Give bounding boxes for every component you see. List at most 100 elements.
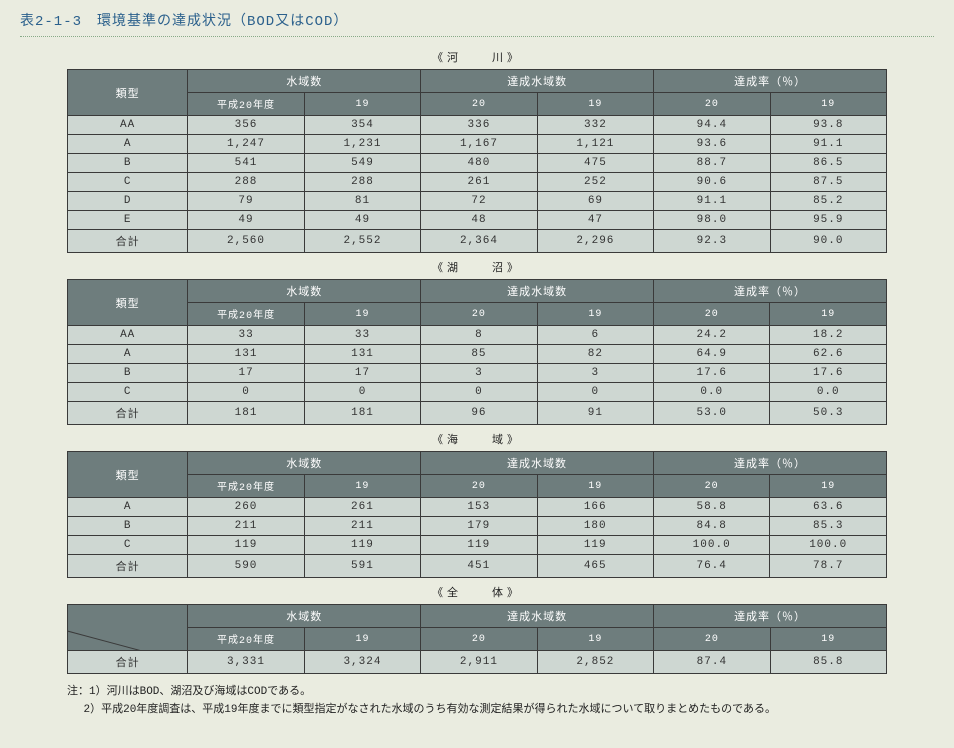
row-value: 451 <box>421 555 537 578</box>
row-value: 62.6 <box>770 345 887 364</box>
row-value: 1,121 <box>537 135 653 154</box>
row-value: 53.0 <box>654 402 770 425</box>
hdr-rate: 達成率（％） <box>653 452 886 475</box>
hdr-type: 類型 <box>68 452 188 498</box>
row-label: B <box>68 517 188 536</box>
row-value: 211 <box>304 517 420 536</box>
row-value: 49 <box>304 211 420 230</box>
row-value: 98.0 <box>654 211 770 230</box>
row-label: A <box>68 135 188 154</box>
row-value: 49 <box>188 211 304 230</box>
hdr-y20: 平成20年度 <box>188 93 304 116</box>
hdr-areas: 水域数 <box>188 280 421 303</box>
caption-lakes: 《湖 沼》 <box>20 259 934 275</box>
row-value: 541 <box>188 154 304 173</box>
row-value: 480 <box>421 154 537 173</box>
row-value: 84.8 <box>653 517 770 536</box>
hdr-rate: 達成率（％） <box>654 280 887 303</box>
table-row: A131131858264.962.6 <box>68 345 887 364</box>
row-value: 85.8 <box>770 651 886 674</box>
note-2: 2）平成20年度調査は、平成19年度までに類型指定がなされた水域のうち有効な測定… <box>67 702 887 720</box>
caption-all: 《全 体》 <box>20 584 934 600</box>
row-value: 78.7 <box>770 555 887 578</box>
row-value: 72 <box>421 192 537 211</box>
row-value: 64.9 <box>654 345 770 364</box>
row-value: 153 <box>421 498 537 517</box>
row-value: 87.5 <box>770 173 886 192</box>
table-row: B17173317.617.6 <box>68 364 887 383</box>
row-value: 0.0 <box>770 383 887 402</box>
row-value: 33 <box>304 326 420 345</box>
row-label: B <box>68 154 188 173</box>
row-value: 90.0 <box>770 230 886 253</box>
row-value: 0 <box>188 383 304 402</box>
row-value: 63.6 <box>770 498 887 517</box>
row-value: 3,324 <box>304 651 420 674</box>
row-label: C <box>68 173 188 192</box>
row-label: C <box>68 383 188 402</box>
row-value: 91.1 <box>654 192 770 211</box>
row-value: 48 <box>421 211 537 230</box>
row-label: 合計 <box>68 651 188 674</box>
row-value: 2,852 <box>537 651 653 674</box>
row-value: 261 <box>304 498 420 517</box>
hdr-rate: 達成率（％） <box>654 605 887 628</box>
table-row: 合計59059145146576.478.7 <box>68 555 887 578</box>
caption-sea: 《海 域》 <box>20 431 934 447</box>
row-value: 82 <box>537 345 653 364</box>
row-value: 181 <box>188 402 304 425</box>
row-value: 0 <box>421 383 537 402</box>
row-label: D <box>68 192 188 211</box>
row-value: 3 <box>537 364 653 383</box>
row-label: AA <box>68 326 188 345</box>
row-value: 211 <box>188 517 304 536</box>
row-value: 8 <box>421 326 537 345</box>
row-value: 252 <box>537 173 653 192</box>
row-value: 86.5 <box>770 154 886 173</box>
row-value: 24.2 <box>654 326 770 345</box>
hdr-areas: 水域数 <box>188 605 421 628</box>
row-value: 17 <box>188 364 304 383</box>
row-label: A <box>68 498 188 517</box>
row-value: 475 <box>537 154 653 173</box>
hdr-type: 類型 <box>68 280 188 326</box>
table-row: D7981726991.185.2 <box>68 192 887 211</box>
row-value: 85.2 <box>770 192 886 211</box>
row-label: E <box>68 211 188 230</box>
hdr-diag <box>68 605 188 651</box>
row-value: 69 <box>537 192 653 211</box>
table-row: 合計2,5602,5522,3642,29692.390.0 <box>68 230 887 253</box>
row-value: 3 <box>421 364 537 383</box>
row-value: 79 <box>188 192 304 211</box>
row-value: 288 <box>304 173 420 192</box>
row-value: 2,296 <box>537 230 653 253</box>
row-value: 85 <box>421 345 537 364</box>
row-value: 94.4 <box>654 116 770 135</box>
row-value: 119 <box>188 536 304 555</box>
row-value: 1,231 <box>304 135 420 154</box>
row-value: 131 <box>304 345 420 364</box>
row-value: 179 <box>421 517 537 536</box>
row-value: 119 <box>421 536 537 555</box>
row-label: C <box>68 536 188 555</box>
row-value: 100.0 <box>770 536 887 555</box>
table-row: B54154948047588.786.5 <box>68 154 887 173</box>
hdr-areas: 水域数 <box>188 70 421 93</box>
row-value: 2,364 <box>421 230 537 253</box>
row-value: 356 <box>188 116 304 135</box>
row-value: 0.0 <box>654 383 770 402</box>
row-value: 87.4 <box>654 651 770 674</box>
row-value: 100.0 <box>653 536 770 555</box>
hdr-achieved: 達成水域数 <box>421 452 654 475</box>
table-row: 合計181181969153.050.3 <box>68 402 887 425</box>
hdr-c20: 20 <box>421 93 537 116</box>
row-value: 33 <box>188 326 304 345</box>
table-lakes: 類型 水域数 達成水域数 達成率（％） 平成20年度 19 20 19 20 1… <box>67 279 887 425</box>
row-value: 260 <box>188 498 304 517</box>
row-value: 465 <box>537 555 653 578</box>
row-value: 336 <box>421 116 537 135</box>
row-value: 119 <box>537 536 653 555</box>
row-value: 332 <box>537 116 653 135</box>
table-all: 水域数 達成水域数 達成率（％） 平成20年度 19 20 19 20 19 合… <box>67 604 887 674</box>
row-value: 93.6 <box>654 135 770 154</box>
